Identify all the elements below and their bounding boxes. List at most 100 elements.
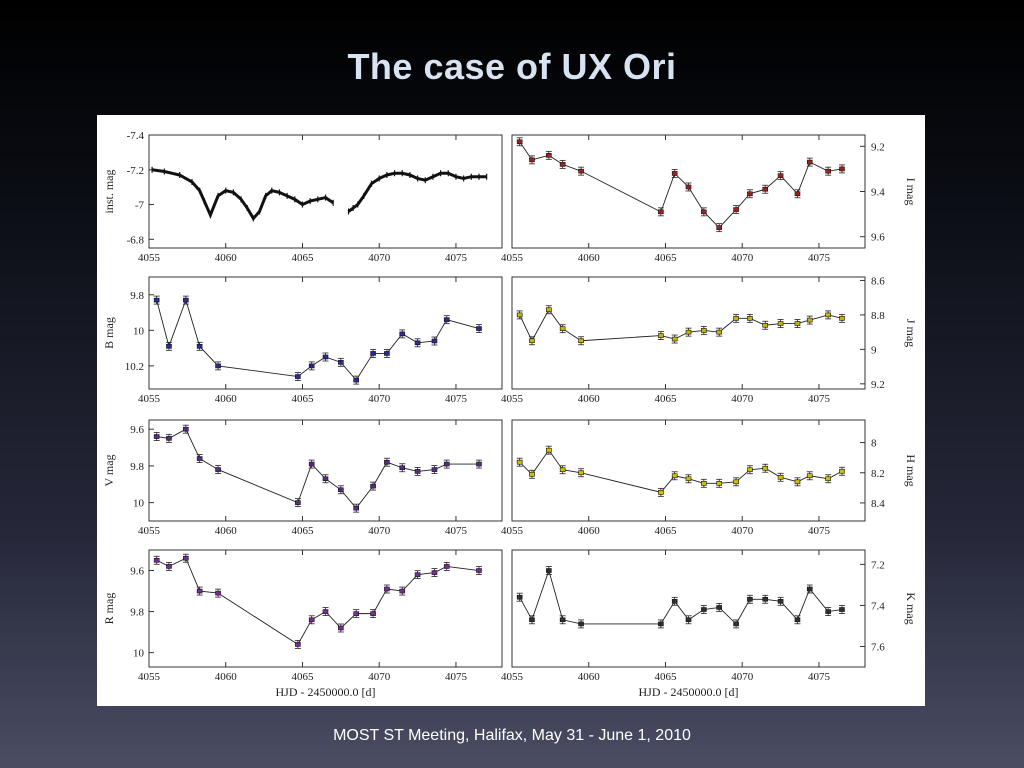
data-point-R-2 — [183, 555, 189, 561]
ytick-label-J-0: 8.6 — [871, 275, 885, 287]
xtick-label-V-4060: 4060 — [215, 525, 238, 537]
data-point-K-7 — [685, 617, 692, 623]
xtick-label-R-4075: 4075 — [445, 671, 468, 683]
data-point-I-1 — [529, 157, 535, 163]
ytick-label-H-2: 8.4 — [871, 498, 885, 510]
axes-frame-J — [511, 276, 866, 390]
data-point-J-1 — [529, 338, 535, 344]
data-point-V-12 — [399, 465, 406, 471]
data-point-I-3 — [559, 162, 566, 167]
data-point-J-7 — [685, 329, 692, 335]
data-point-R-5 — [295, 642, 301, 647]
data-point-B-9 — [353, 377, 359, 383]
ytick-label-J-1: 8.8 — [871, 310, 885, 322]
data-point-J-14 — [794, 321, 801, 326]
xtick-label-B-4065: 4065 — [291, 393, 314, 405]
axes-frame-H — [511, 419, 866, 522]
ylabel-inst: inst. mag — [102, 170, 116, 214]
data-point-V-2 — [183, 426, 189, 432]
series-line-I — [519, 141, 843, 229]
data-point-B-4 — [215, 363, 221, 369]
axes-frame-K — [511, 549, 866, 668]
ytick-label-R-1: 9.8 — [130, 607, 144, 619]
ytick-label-inst-3: -6.8 — [127, 234, 145, 246]
data-point-V-3 — [196, 456, 203, 461]
data-point-K-14 — [794, 617, 801, 623]
data-point-B-16 — [476, 326, 482, 331]
xtick-label-H-4060: 4060 — [578, 525, 601, 537]
data-point-I-5 — [658, 209, 664, 215]
data-point-J-12 — [762, 322, 769, 328]
data-point-K-6 — [671, 599, 678, 604]
data-point-B-7 — [322, 354, 329, 360]
ytick-label-J-3: 9.2 — [871, 379, 885, 391]
ytick-label-K-1: 7.4 — [871, 600, 885, 612]
panel-B: 4055 4060 4065 4070 4075 9.8 10 10.2 B mag — [102, 276, 503, 405]
data-point-K-16 — [825, 609, 831, 614]
ytick-label-I-2: 9.6 — [871, 232, 885, 244]
data-point-I-17 — [839, 166, 845, 172]
data-point-J-10 — [733, 316, 739, 321]
xtick-label-R-4055: 4055 — [138, 671, 161, 683]
xtick-label-K-4055: 4055 — [501, 671, 524, 683]
xtick-label-B-4060: 4060 — [215, 393, 238, 405]
figure-panel: 4055 4060 4065 4070 4075 -7.4 -7.2 -7 -6.8 inst. … — [97, 115, 925, 706]
xtick-label-V-4065: 4065 — [291, 525, 314, 537]
xtick-label-V-4070: 4070 — [368, 525, 391, 537]
ylabel-B: B mag — [102, 317, 116, 349]
data-point-V-8 — [338, 487, 344, 493]
panel-I: 4055 4060 4065 4070 4075 9.2 9.4 9.6 I mag — [501, 134, 918, 264]
data-point-K-13 — [777, 599, 784, 604]
ytick-label-B-2: 10.2 — [125, 361, 144, 373]
data-point-R-11 — [384, 586, 390, 592]
data-point-H-11 — [747, 467, 753, 473]
data-point-I-0 — [516, 139, 523, 145]
data-point-I-10 — [733, 207, 739, 212]
data-point-R-6 — [308, 617, 315, 623]
xtick-label-H-4065: 4065 — [654, 525, 677, 537]
data-point-R-8 — [338, 625, 344, 631]
data-point-V-14 — [431, 467, 438, 472]
series-trace-inst-1 — [347, 171, 487, 213]
ytick-label-V-2: 10 — [133, 498, 145, 510]
series-trace-inst-0 — [151, 168, 335, 221]
data-point-J-8 — [701, 328, 707, 333]
data-point-B-6 — [308, 363, 315, 369]
data-point-H-13 — [777, 474, 784, 480]
data-point-H-2 — [546, 447, 552, 453]
xtick-label-J-4075: 4075 — [808, 393, 831, 405]
data-point-I-16 — [825, 168, 831, 174]
light-curve-figure: 4055 4060 4065 4070 4075 -7.4 -7.2 -7 -6.8 inst. … — [102, 130, 918, 699]
ytick-label-B-0: 9.8 — [130, 290, 144, 302]
xtick-label-I-4075: 4075 — [808, 252, 831, 264]
data-point-J-13 — [777, 321, 784, 326]
xtick-label-R-4060: 4060 — [215, 671, 238, 683]
ylabel-I: I mag — [904, 178, 918, 206]
xtick-label-inst-4075: 4075 — [445, 252, 468, 264]
ytick-label-H-0: 8 — [871, 438, 877, 450]
data-point-R-0 — [153, 557, 160, 563]
ylabel-J: J mag — [904, 319, 918, 347]
data-point-R-9 — [353, 611, 359, 616]
data-point-B-12 — [399, 331, 406, 337]
data-point-R-3 — [196, 588, 203, 594]
data-point-K-15 — [806, 586, 813, 592]
xtick-label-I-4065: 4065 — [654, 252, 677, 264]
data-point-H-14 — [794, 479, 801, 485]
data-point-R-10 — [370, 611, 376, 616]
data-point-V-11 — [384, 459, 390, 465]
data-point-H-1 — [529, 471, 535, 477]
data-point-V-16 — [476, 461, 482, 467]
data-point-R-14 — [431, 570, 438, 575]
data-point-I-4 — [578, 168, 584, 174]
data-point-I-11 — [747, 191, 753, 197]
ytick-label-inst-1: -7.2 — [127, 165, 144, 177]
xtick-label-inst-4060: 4060 — [215, 252, 238, 264]
data-point-B-5 — [295, 374, 301, 379]
axes-frame-V — [148, 419, 503, 522]
slide-footer: MOST ST Meeting, Halifax, May 31 - June … — [333, 727, 691, 744]
data-point-K-4 — [578, 621, 584, 627]
data-point-K-5 — [658, 621, 664, 627]
data-point-K-10 — [733, 621, 739, 627]
data-point-K-12 — [762, 596, 769, 602]
